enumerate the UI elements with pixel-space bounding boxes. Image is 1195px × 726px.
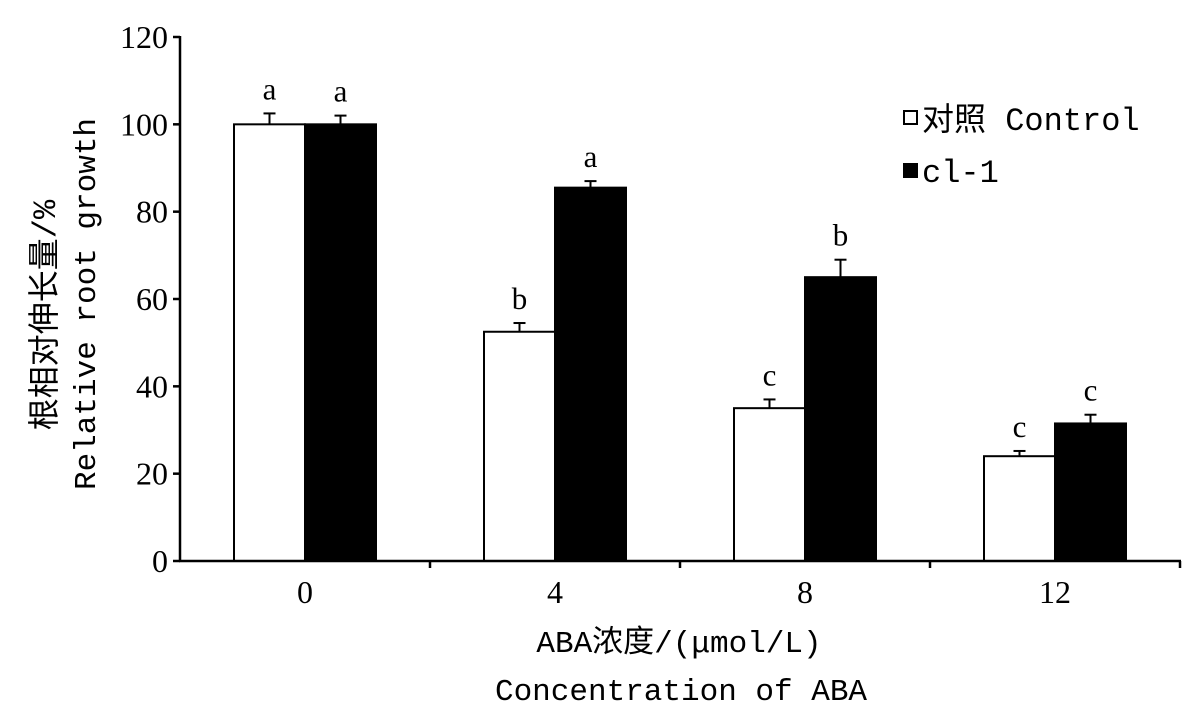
significance-letter-control-0: a bbox=[263, 71, 277, 106]
significance-letter-cl-1-4: a bbox=[584, 139, 598, 174]
legend-label-control: 对照 Control bbox=[922, 102, 1140, 140]
legend: 对照 Control cl-1 bbox=[903, 102, 1140, 192]
y-tick-label-20: 20 bbox=[136, 456, 168, 492]
y-tick-label-80: 80 bbox=[136, 194, 168, 230]
bar-control-8 bbox=[733, 407, 806, 562]
plot-area: a b c c a a b c bbox=[233, 71, 1127, 563]
error-bar-control-4 bbox=[513, 322, 526, 332]
significance-letter-control-12: c bbox=[1013, 409, 1027, 444]
legend-swatch-cl-1 bbox=[903, 163, 918, 178]
error-bar-control-8 bbox=[763, 398, 776, 409]
bar-control-4 bbox=[483, 330, 556, 562]
y-tick-label-40: 40 bbox=[136, 368, 168, 404]
bar-cl-1-0 bbox=[304, 123, 377, 562]
error-bar-cl-1-12 bbox=[1084, 413, 1097, 424]
y-tick-label-60: 60 bbox=[136, 281, 168, 317]
error-bar-control-12 bbox=[1013, 449, 1026, 457]
error-bar-cl-1-4 bbox=[584, 180, 597, 188]
x-axis-ticks: 0 4 8 12 bbox=[297, 561, 1182, 610]
bar-control-12 bbox=[983, 455, 1056, 563]
y-axis-label-cn: 根相对伸长量/% bbox=[27, 199, 65, 430]
error-bar-cl-1-8 bbox=[834, 258, 847, 278]
y-tick-label-0: 0 bbox=[152, 543, 168, 579]
significance-letter-cl-1-12: c bbox=[1084, 373, 1098, 408]
x-tick-label-4: 4 bbox=[547, 574, 563, 610]
y-tick-label-100: 100 bbox=[120, 106, 168, 142]
y-axis-label-en: Relative root growth bbox=[70, 118, 105, 490]
bar-control-0 bbox=[233, 123, 306, 562]
bar-cl-1-8 bbox=[804, 276, 877, 562]
error-bar-cl-1-0 bbox=[334, 114, 347, 125]
bar-cl-1-12 bbox=[1054, 422, 1127, 563]
x-tick-label-0: 0 bbox=[297, 574, 313, 610]
x-axis-label-en: Concentration of ABA bbox=[495, 675, 867, 710]
y-tick-label-120: 120 bbox=[120, 19, 168, 55]
legend-swatch-control bbox=[903, 110, 918, 125]
significance-letter-cl-1-8: b bbox=[833, 218, 849, 253]
error-bar-control-0 bbox=[263, 112, 276, 125]
y-axis-ticks: 0 20 40 60 80 100 120 bbox=[120, 19, 180, 579]
bar-cl-1-4 bbox=[554, 186, 627, 562]
x-axis-label-cn: ABA浓度/(μmol/L) bbox=[536, 625, 821, 662]
x-tick-label-12: 12 bbox=[1039, 574, 1071, 610]
significance-letter-control-8: c bbox=[763, 357, 777, 392]
legend-label-cl-1: cl-1 bbox=[922, 155, 999, 192]
x-tick-label-8: 8 bbox=[797, 574, 813, 610]
significance-letter-cl-1-0: a bbox=[334, 74, 348, 109]
significance-letter-control-4: b bbox=[512, 281, 528, 316]
